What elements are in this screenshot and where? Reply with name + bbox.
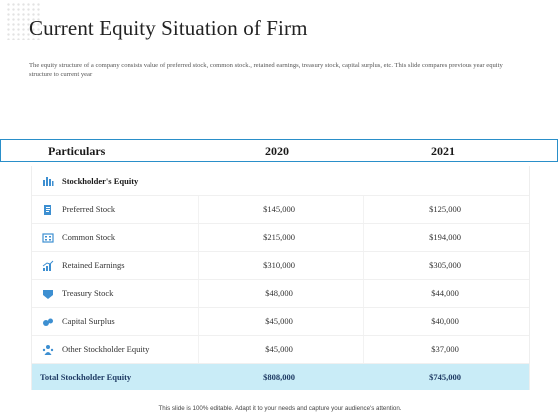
value-2021: $305,000 [429,260,461,270]
table-row: Treasury Stock $48,000 $44,000 [32,280,529,308]
table-row: Capital Surplus $45,000 $40,000 [32,308,529,336]
people-icon [42,345,54,355]
value-2021: $194,000 [429,232,461,242]
document-icon [44,205,51,215]
value-2021: $40,000 [431,316,459,326]
total-label: Total Stockholder Equity [40,372,132,382]
total-2021: $745,000 [429,372,461,382]
equity-table: Stockholder's Equity Preferred Stock $14… [31,166,530,390]
growth-chart-icon [42,260,54,271]
value-2020: $45,000 [265,344,293,354]
group-label: Stockholder's Equity [62,176,139,186]
row-label: Retained Earnings [62,260,125,270]
value-2020: $45,000 [265,316,293,326]
row-label: Other Stockholder Equity [62,344,150,354]
header-year-2021: 2021 [431,144,455,158]
row-label: Treasury Stock [62,288,114,298]
table-row: Other Stockholder Equity $45,000 $37,000 [32,336,529,364]
group-row: Stockholder's Equity [32,166,529,196]
total-row: Total Stockholder Equity $808,000 $745,0… [32,364,529,390]
header-year-2020: 2020 [265,144,289,158]
vault-icon [43,290,53,299]
row-label: Capital Surplus [62,316,115,326]
table-row: Preferred Stock $145,000 $125,000 [32,196,529,224]
value-2020: $48,000 [265,288,293,298]
table-header: Particulars 2020 2021 [0,139,558,162]
row-label: Common Stock [62,232,116,242]
value-2021: $44,000 [431,288,459,298]
total-2020: $808,000 [263,372,295,382]
footer-note: This slide is 100% editable. Adapt it to… [158,405,402,412]
header-particulars: Particulars [48,144,106,158]
slide-description: The equity structure of a company consis… [29,62,503,78]
value-2020: $215,000 [263,232,295,242]
decorative-dots [6,2,40,40]
coins-icon [43,318,53,326]
value-2020: $310,000 [263,260,295,270]
bar-chart-icon [43,177,54,186]
value-2021: $37,000 [431,344,459,354]
grid-icon [42,233,54,243]
page-title: Current Equity Situation of Firm [29,16,308,40]
value-2020: $145,000 [263,204,295,214]
row-label: Preferred Stock [62,204,116,214]
value-2021: $125,000 [429,204,461,214]
table-row: Retained Earnings $310,000 $305,000 [32,252,529,280]
table-row: Common Stock $215,000 $194,000 [32,224,529,252]
